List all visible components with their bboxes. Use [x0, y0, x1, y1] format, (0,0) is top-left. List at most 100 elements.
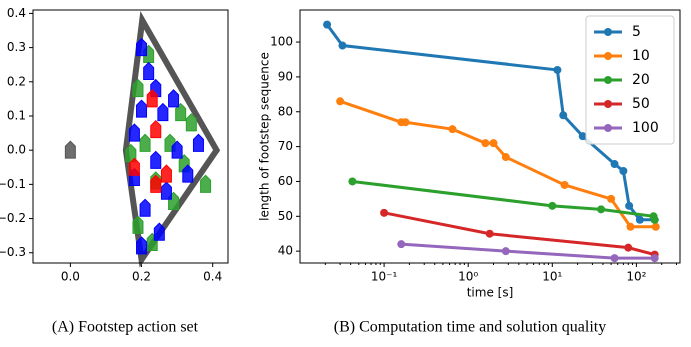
point	[501, 247, 510, 256]
footstep	[168, 89, 180, 108]
point	[489, 139, 498, 148]
point	[380, 208, 389, 217]
legend-marker	[604, 100, 612, 108]
y-tick-label: −0.1	[0, 177, 26, 191]
point	[559, 111, 568, 120]
footstep	[128, 123, 140, 142]
point	[338, 41, 347, 50]
point	[323, 20, 332, 29]
point	[610, 254, 619, 263]
point	[635, 215, 644, 224]
x-tick-label: 10⁰	[458, 270, 478, 284]
point	[548, 201, 557, 210]
footstep	[150, 150, 162, 169]
y-tick-label: 50	[278, 209, 293, 223]
caption: (A) Footstep action set	[52, 319, 199, 336]
footstep	[182, 164, 194, 183]
footstep	[139, 198, 151, 217]
point	[626, 222, 635, 231]
footstep	[153, 222, 165, 241]
footstep	[160, 164, 172, 183]
footstep	[175, 102, 187, 122]
footstep	[128, 157, 140, 176]
point	[625, 201, 634, 210]
point	[401, 118, 410, 127]
footstep	[136, 236, 148, 255]
footstep	[136, 37, 148, 57]
footstep	[192, 133, 204, 152]
footstep	[185, 113, 197, 132]
y-tick-label: 60	[278, 174, 293, 188]
x-tick-label: 10¹	[542, 270, 562, 284]
point	[624, 243, 633, 252]
legend-label: 50	[632, 96, 650, 112]
legend-label: 100	[632, 120, 659, 136]
point	[560, 180, 569, 189]
y-tick-label: 90	[278, 69, 293, 83]
y-tick-label: 0.4	[7, 6, 26, 20]
axes-frame	[299, 9, 681, 264]
footstep	[150, 174, 162, 193]
footstep	[160, 181, 172, 200]
point	[501, 153, 510, 162]
point	[650, 254, 659, 263]
y-tick-label: 40	[278, 244, 293, 258]
legend-label: 10	[632, 48, 650, 64]
point	[485, 229, 494, 238]
y-tick-label: 70	[278, 139, 293, 153]
legend-marker	[604, 76, 612, 84]
x-tick-label: 10⁻¹	[371, 270, 398, 284]
y-tick-label: 100	[270, 35, 293, 49]
point	[397, 240, 406, 249]
y-tick-label: 0.0	[7, 143, 26, 157]
axes-frame	[32, 9, 229, 264]
footstep	[171, 140, 183, 159]
x-tick-label: 0.4	[203, 270, 222, 284]
legend-marker	[604, 52, 612, 60]
point	[607, 194, 616, 203]
legend-marker	[604, 28, 612, 36]
panel: 0.0 0.2 0.4 −0.3 −0.2 −0.1 0.0 0.1 0.2 0.3 0.4 (A) …	[0, 6, 229, 336]
y-tick-label: 0.2	[7, 74, 26, 88]
footstep	[139, 133, 151, 152]
legend-label: 20	[632, 72, 650, 88]
y-tick-label: 0.3	[7, 40, 26, 54]
x-tick-label: 0.2	[132, 270, 151, 284]
y-tick-label: −0.2	[0, 211, 26, 225]
footstep	[136, 99, 148, 118]
point	[481, 139, 490, 148]
footstep	[132, 215, 144, 234]
x-tick-label: 10²	[626, 270, 646, 284]
point	[348, 177, 357, 186]
legend-box	[585, 15, 675, 145]
x-axis-label: time [s]	[467, 286, 514, 300]
footstep	[132, 78, 144, 98]
footstep	[157, 102, 169, 122]
legend-marker	[604, 124, 612, 132]
footstep	[64, 140, 76, 159]
footstep	[143, 61, 155, 81]
footstep	[200, 174, 212, 193]
y-axis-label: length of footstep sequence	[258, 52, 272, 221]
point	[578, 132, 587, 141]
point	[448, 125, 457, 134]
point	[651, 222, 660, 231]
region-outline	[122, 10, 221, 268]
point	[650, 215, 659, 224]
line	[383, 211, 656, 257]
point	[336, 97, 345, 106]
point	[597, 205, 606, 214]
footstep	[146, 89, 158, 108]
legend-label: 5	[632, 24, 641, 40]
point	[610, 160, 619, 169]
point	[553, 65, 562, 74]
line	[401, 242, 655, 260]
caption: (B) Computation time and solution qualit…	[334, 319, 606, 336]
x-tick-label: 0.0	[61, 270, 80, 284]
footstep	[150, 119, 162, 139]
y-tick-label: 80	[278, 104, 293, 118]
y-tick-label: −0.3	[0, 245, 26, 259]
y-tick-label: 0.1	[7, 108, 26, 122]
